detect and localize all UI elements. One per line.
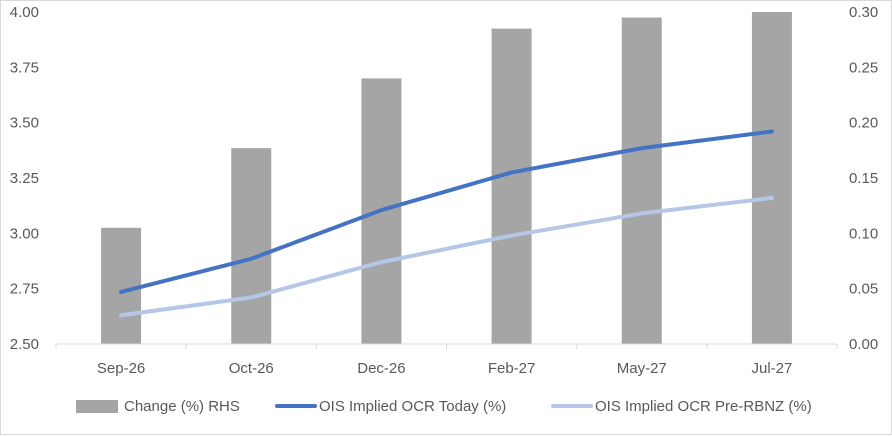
bar-sep-26 [101, 227, 142, 344]
x-tick-label: Dec-26 [357, 360, 405, 377]
y-right-tick-label: 0.15 [849, 170, 878, 187]
y-right-tick-label: 0.25 [849, 59, 878, 76]
x-tick-label: Oct-26 [229, 360, 274, 377]
y-left-tick-label: 4.00 [10, 4, 39, 21]
legend-swatch-change [76, 400, 118, 413]
y-right-tick-label: 0.20 [849, 115, 878, 132]
legend-label-ocr-today: OIS Implied OCR Today (%) [319, 398, 506, 415]
x-tick-label: Sep-26 [97, 360, 145, 377]
y-right-tick-label: 0.00 [849, 336, 878, 353]
y-right-tick-label: 0.30 [849, 4, 878, 21]
y-left-tick-label: 3.75 [10, 59, 39, 76]
x-tick-label: Feb-27 [488, 360, 536, 377]
legend-label-ocr-pre-rbnz: OIS Implied OCR Pre-RBNZ (%) [595, 398, 812, 415]
x-tick-label: May-27 [617, 360, 667, 377]
series-line-ocr-pre-rbnz [119, 195, 774, 318]
y-left-tick-label: 2.75 [10, 281, 39, 298]
bar-jul-27 [751, 12, 792, 344]
y-left-tick-label: 2.50 [10, 336, 39, 353]
series-line-ocr-today [119, 129, 774, 294]
y-left-tick-label: 3.25 [10, 170, 39, 187]
legend-label-change: Change (%) RHS [124, 398, 240, 415]
bar-may-27 [621, 17, 662, 345]
bar-oct-26 [231, 148, 272, 344]
y-right-tick-label: 0.10 [849, 225, 878, 242]
y-left-tick-label: 3.00 [10, 225, 39, 242]
y-left-tick-label: 3.50 [10, 115, 39, 132]
x-tick-label: Jul-27 [751, 360, 792, 377]
y-right-tick-label: 0.05 [849, 281, 878, 298]
bar-feb-27 [491, 28, 532, 344]
